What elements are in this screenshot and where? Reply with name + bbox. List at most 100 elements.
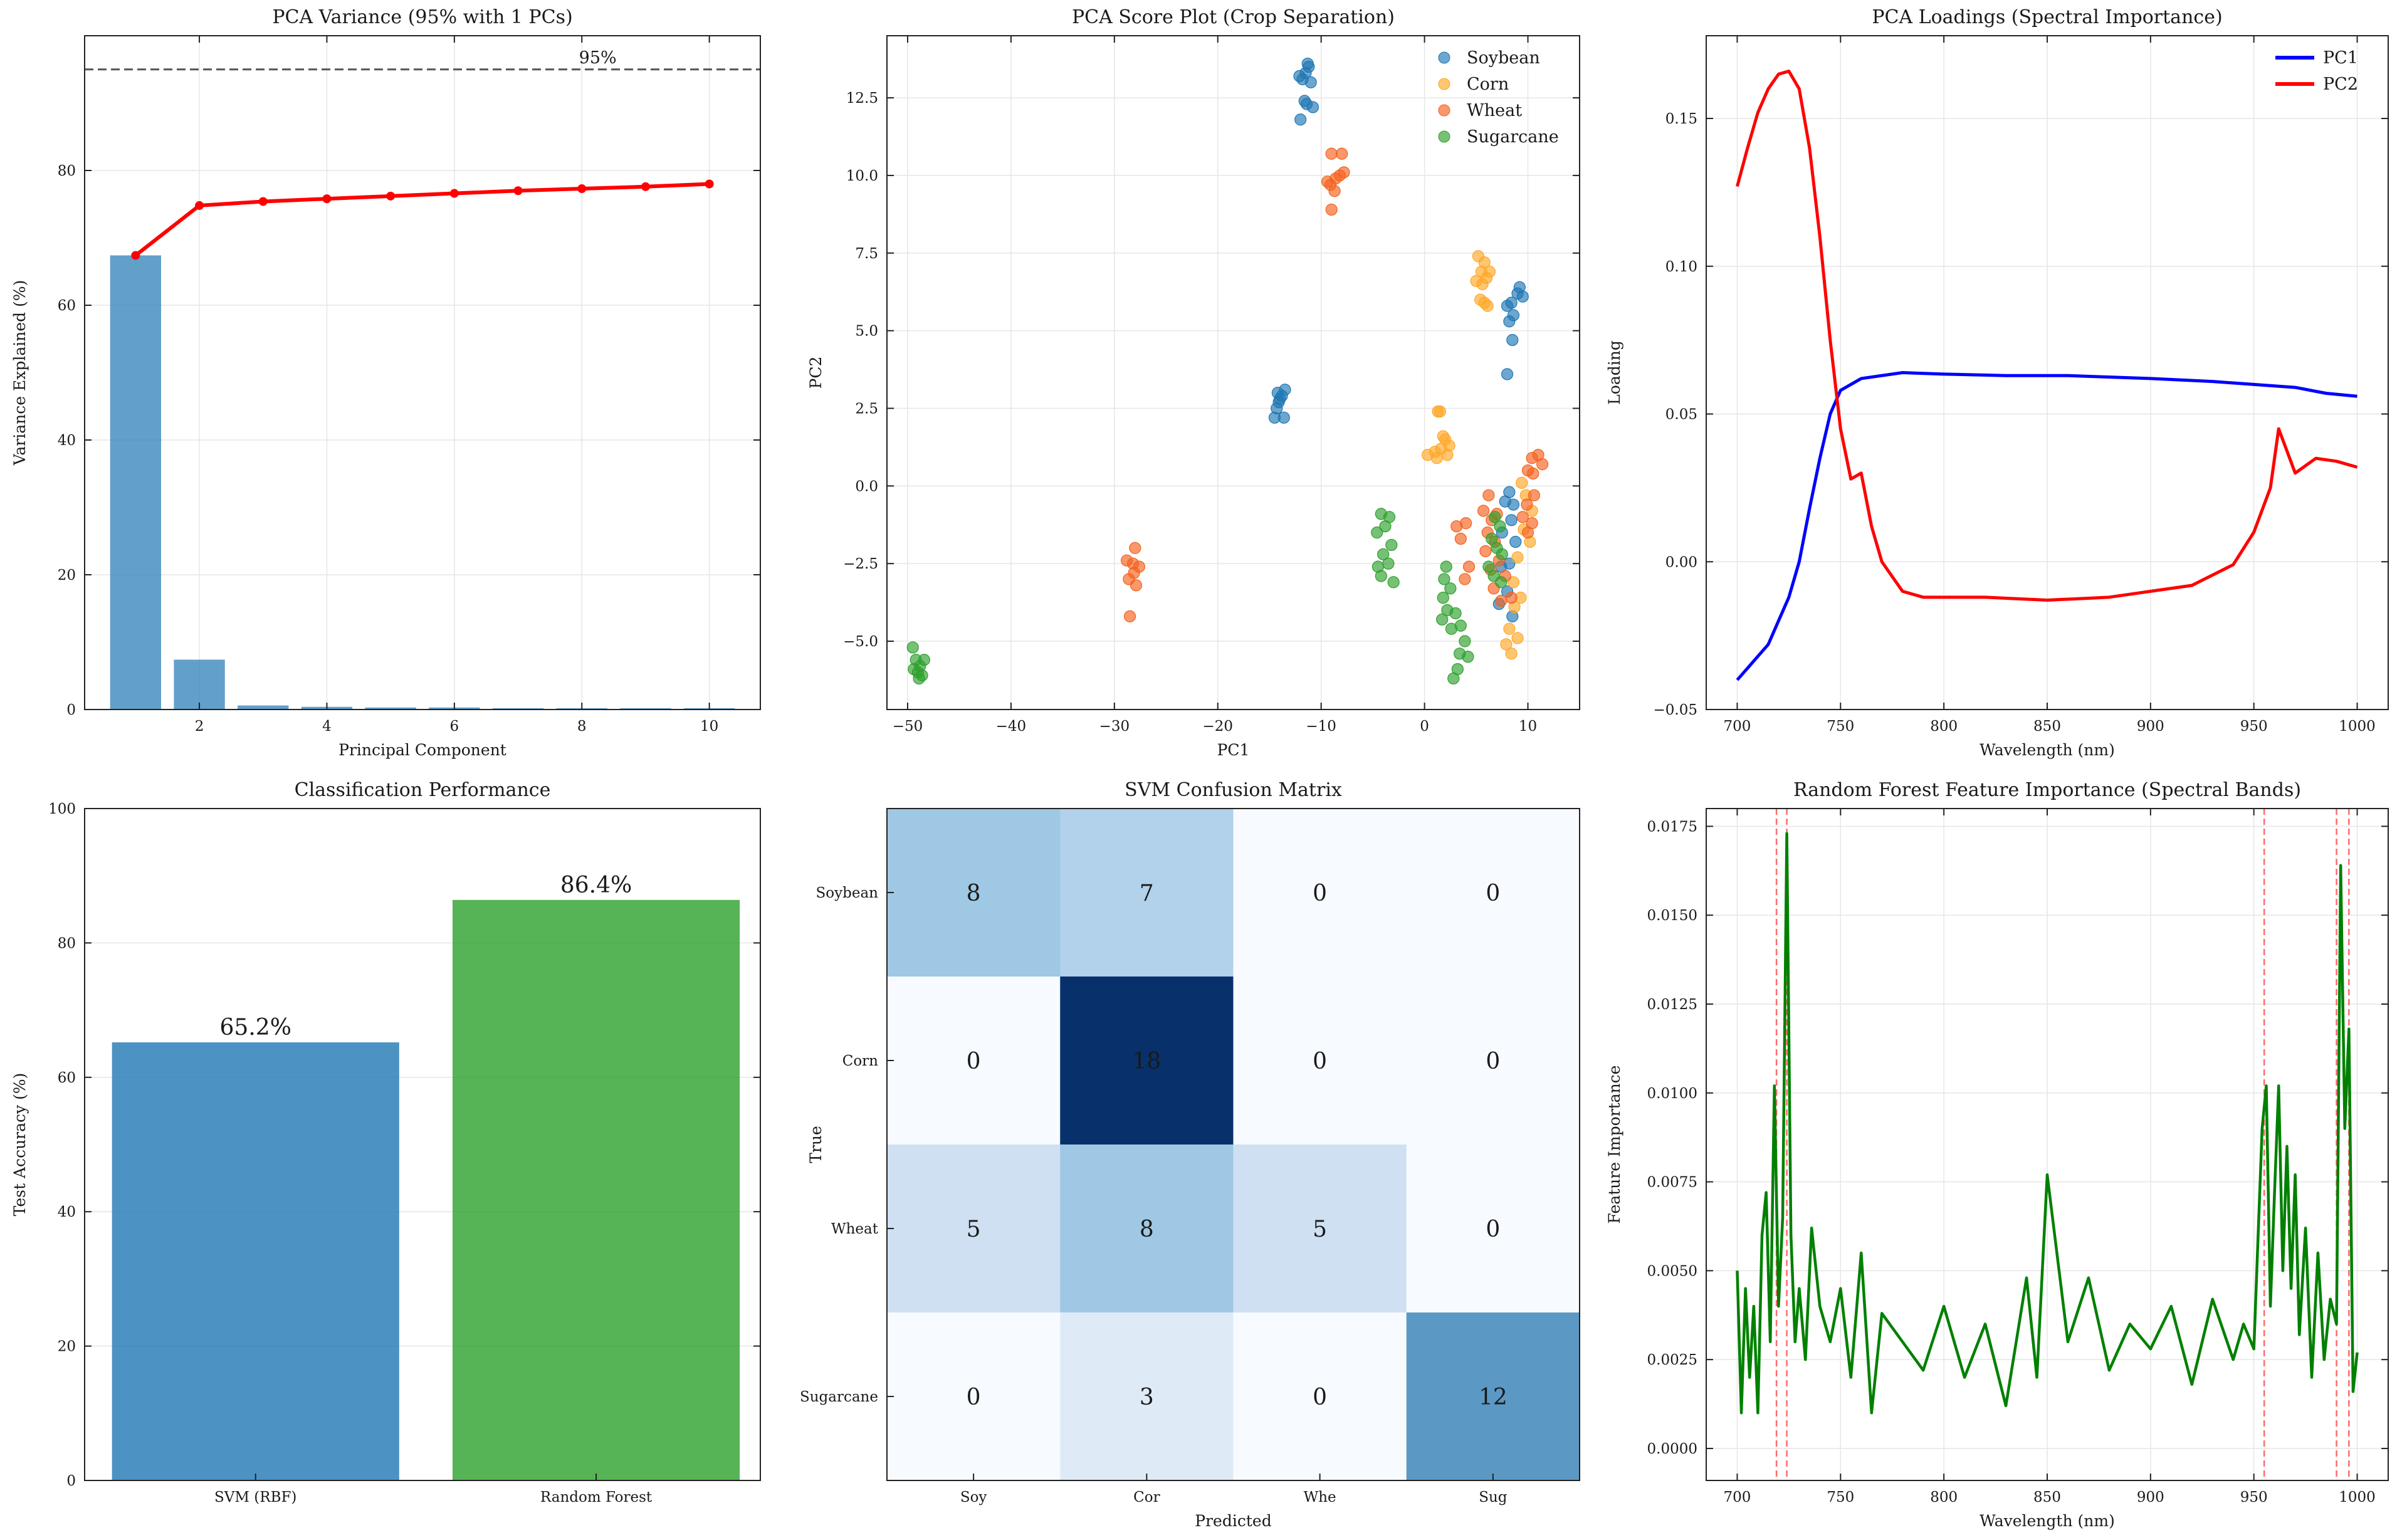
scatter-point-soybean [1279, 384, 1291, 396]
y-tick-label: 0.0100 [1647, 1086, 1697, 1102]
panel-6: 700 750 800 850 900 950 1000 0.0000 0.0025 0.0050… [1605, 779, 2389, 1530]
scatter-point-wheat [1477, 505, 1490, 517]
scatter-point-wheat [1338, 166, 1350, 179]
x-tick-label: 750 [1827, 718, 1854, 735]
scatter-point-soybean [1293, 70, 1306, 83]
y-tick-label: 10.0 [846, 168, 878, 184]
y-tick-label: 0.0 [855, 478, 878, 495]
scatter-point-sugarcane [1482, 560, 1495, 573]
scatter-point-soybean [1501, 300, 1514, 312]
y-tick-label: 60 [58, 298, 76, 314]
matrix-cell [1233, 977, 1407, 1145]
y-tick-label: 2.5 [855, 401, 878, 417]
scatter-point-wheat [1336, 147, 1348, 160]
legend-marker [1438, 78, 1450, 90]
matrix-cell-value: 3 [1140, 1385, 1154, 1410]
scatter-point-wheat [1516, 511, 1529, 523]
scatter-point-soybean [1306, 101, 1319, 113]
legend-label: PC1 [2323, 48, 2358, 68]
scatter-point-corn [1503, 622, 1516, 635]
matrix-cell [1060, 1312, 1234, 1481]
matrix-cell [1406, 1312, 1580, 1481]
cumulative-point [449, 189, 459, 198]
scatter-point-corn [1478, 296, 1491, 309]
variance-bar [492, 708, 544, 710]
matrix-cell-value: 0 [967, 1049, 981, 1074]
y-tick-label: 0.0150 [1647, 908, 1697, 924]
scatter-point-sugarcane [1494, 520, 1506, 533]
x-tick-label: 950 [2240, 718, 2268, 735]
threshold-label: 95% [579, 48, 617, 68]
scatter-point-wheat [1462, 560, 1476, 573]
scatter-point-wheat [1454, 532, 1467, 545]
axes-frame [84, 35, 761, 710]
y-tick-label: Corn [842, 1053, 878, 1069]
x-tick-label: −30 [1099, 718, 1130, 735]
y-tick-label: 80 [58, 935, 76, 951]
y-tick-label: 0.0050 [1647, 1263, 1697, 1279]
scatter-point-corn [1500, 638, 1513, 651]
scatter-point-wheat [1505, 592, 1518, 604]
scatter-point-sugarcane [1496, 548, 1508, 560]
x-tick-label: −20 [1202, 718, 1233, 735]
scatter-point-corn [1511, 551, 1524, 563]
x-axis-label: Predicted [1195, 1512, 1271, 1530]
matrix-cell-value: 0 [1486, 1049, 1500, 1074]
legend-label: Soybean [1467, 48, 1540, 68]
x-tick-label: 900 [2137, 1489, 2164, 1506]
y-tick-label: 40 [58, 1204, 76, 1220]
matrix-cell [1233, 809, 1407, 977]
y-tick-label: 0.05 [1665, 407, 1697, 423]
scatter-point-sugarcane [1495, 576, 1508, 589]
legend-label: PC2 [2323, 75, 2358, 94]
y-tick-label: 0 [66, 702, 76, 718]
importance-line [1736, 832, 2359, 1415]
legend-marker [1438, 104, 1450, 117]
y-tick-label: 0.0125 [1647, 997, 1697, 1013]
panel-4: 65.2% SVM (RBF) 86.4% Random Forest 0 20 40 60 8… [11, 779, 761, 1506]
scatter-point-corn [1483, 265, 1496, 278]
y-tick-label: 0.0000 [1647, 1441, 1697, 1457]
scatter-point-wheat [1329, 172, 1342, 185]
x-tick-label: 700 [1724, 718, 1751, 735]
scatter-point-sugarcane [906, 641, 919, 654]
scatter-point-soybean [1272, 395, 1285, 409]
y-tick-label: Soybean [816, 885, 879, 901]
matrix-cell-value: 7 [1140, 881, 1154, 906]
matrix-cell [887, 1145, 1061, 1313]
scatter-point-soybean [1294, 113, 1307, 126]
y-axis-label: Test Accuracy (%) [11, 1073, 29, 1217]
x-tick-label: 800 [1930, 1489, 1958, 1506]
x-axis-label: Wavelength (nm) [1980, 741, 2115, 759]
scatter-point-soybean [1304, 76, 1317, 88]
y-axis-label: Feature Importance [1605, 1066, 1623, 1224]
scatter-point-soybean [1277, 411, 1290, 424]
cumulative-point [641, 182, 650, 191]
scatter-point-soybean [1506, 333, 1519, 347]
axes-frame [84, 808, 761, 1481]
variance-bar [365, 707, 416, 710]
scatter-point-sugarcane [1447, 672, 1460, 685]
bar-value-label: 65.2% [220, 1015, 291, 1040]
scatter-point-wheat [1130, 579, 1143, 592]
matrix-cell [1406, 809, 1580, 977]
legend-label: Wheat [1467, 101, 1522, 120]
y-tick-label: Sugarcane [800, 1389, 878, 1405]
matrix-cell-value: 5 [967, 1217, 981, 1242]
panel-title: PCA Variance (95% with 1 PCs) [272, 6, 572, 28]
cumulative-point [131, 251, 140, 260]
scatter-point-sugarcane [1387, 576, 1400, 589]
y-tick-label: 0.0175 [1647, 819, 1697, 835]
y-tick-label: 60 [58, 1070, 76, 1086]
scatter-point-corn [1516, 476, 1528, 489]
scatter-point-wheat [1459, 573, 1471, 585]
scatter-point-soybean [1298, 95, 1311, 107]
cumulative-point [258, 197, 268, 206]
panel-title: PCA Loadings (Spectral Importance) [1872, 6, 2222, 28]
x-tick-label: 700 [1724, 1489, 1751, 1506]
scatter-point-soybean [1509, 535, 1522, 548]
x-axis-label: Wavelength (nm) [1980, 1512, 2115, 1530]
scatter-point-sugarcane [1371, 526, 1383, 539]
matrix-cell-value: 0 [1486, 1217, 1500, 1242]
scatter-point-soybean [1301, 57, 1314, 70]
